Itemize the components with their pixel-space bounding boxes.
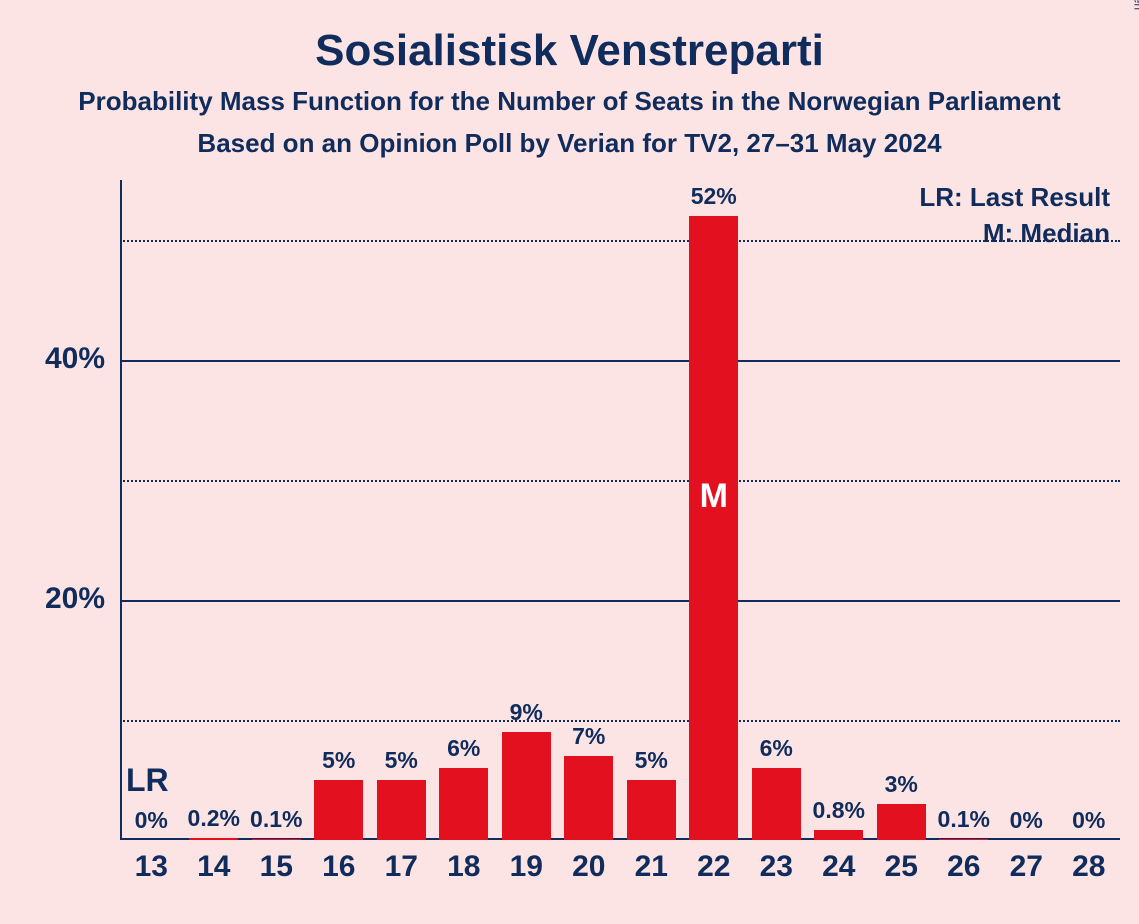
x-tick-label: 21 [620, 850, 683, 884]
x-tick-label: 17 [370, 850, 433, 884]
bar [502, 732, 551, 840]
bar-value-label: 0% [120, 807, 183, 834]
bar [189, 838, 238, 840]
x-tick-label: 26 [933, 850, 996, 884]
legend-lr: LR: Last Result [919, 182, 1110, 213]
y-tick-label: 20% [15, 582, 105, 616]
bar-value-label: 5% [620, 747, 683, 774]
gridline-major [120, 360, 1120, 362]
x-tick-label: 14 [183, 850, 246, 884]
x-tick-label: 15 [245, 850, 308, 884]
gridline-major [120, 600, 1120, 602]
bar-value-label: 7% [558, 723, 621, 750]
bar [627, 780, 676, 840]
gridline-minor [120, 480, 1120, 482]
copyright-text: © 2024 Filip van Laenen [1131, 0, 1139, 10]
x-tick-label: 18 [433, 850, 496, 884]
bar-value-label: 0.8% [808, 797, 871, 824]
chart-title: Sosialistisk Venstreparti [0, 26, 1139, 76]
bar-value-label: 9% [495, 699, 558, 726]
x-tick-label: 13 [120, 850, 183, 884]
chart-subtitle-1: Probability Mass Function for the Number… [0, 86, 1139, 117]
bar-value-label: 3% [870, 771, 933, 798]
x-tick-label: 23 [745, 850, 808, 884]
plot-area: 20%40%0%130.2%140.1%155%165%176%189%197%… [120, 180, 1120, 840]
x-tick-label: 19 [495, 850, 558, 884]
y-axis [120, 180, 122, 840]
bar-value-label: 0% [1058, 807, 1121, 834]
bar [439, 768, 488, 840]
x-tick-label: 24 [808, 850, 871, 884]
bar [377, 780, 426, 840]
bar [252, 839, 301, 840]
chart-subtitle-2: Based on an Opinion Poll by Verian for T… [0, 128, 1139, 159]
gridline-minor [120, 240, 1120, 242]
bar-value-label: 0.1% [245, 806, 308, 833]
bar-value-label: 0.1% [933, 806, 996, 833]
median-label: M [689, 477, 738, 516]
x-tick-label: 22 [683, 850, 746, 884]
x-tick-label: 20 [558, 850, 621, 884]
gridline-minor [120, 720, 1120, 722]
bar-value-label: 0.2% [183, 805, 246, 832]
x-tick-label: 25 [870, 850, 933, 884]
bar-value-label: 0% [995, 807, 1058, 834]
bar [564, 756, 613, 840]
x-tick-label: 16 [308, 850, 371, 884]
chart-canvas: © 2024 Filip van Laenen Sosialistisk Ven… [0, 0, 1139, 924]
bar-value-label: 5% [308, 747, 371, 774]
x-tick-label: 28 [1058, 850, 1121, 884]
bar-value-label: 6% [745, 735, 808, 762]
bar-value-label: 52% [683, 183, 746, 210]
legend-median: M: Median [983, 218, 1110, 249]
bar [752, 768, 801, 840]
bar-value-label: 6% [433, 735, 496, 762]
y-tick-label: 40% [15, 342, 105, 376]
bar [689, 216, 738, 840]
bar [314, 780, 363, 840]
bar [814, 830, 863, 840]
bar-value-label: 5% [370, 747, 433, 774]
bar [939, 839, 988, 840]
x-tick-label: 27 [995, 850, 1058, 884]
lr-label: LR [126, 762, 169, 799]
bar [877, 804, 926, 840]
